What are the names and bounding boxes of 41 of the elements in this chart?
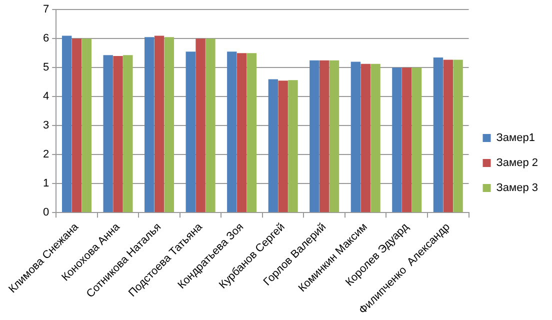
bar xyxy=(370,64,380,212)
bar xyxy=(82,38,92,212)
bar xyxy=(433,57,444,212)
bar xyxy=(154,36,164,212)
bar xyxy=(360,64,370,212)
y-tick-label: 6 xyxy=(42,32,50,45)
bar xyxy=(350,62,361,212)
bar xyxy=(319,60,330,212)
bar xyxy=(329,60,340,212)
bar xyxy=(227,52,237,212)
y-tick-label: 7 xyxy=(42,4,50,16)
bar xyxy=(103,55,113,212)
y-tick-label: 1 xyxy=(42,178,50,190)
bar xyxy=(113,56,123,212)
bar xyxy=(186,52,196,212)
bar xyxy=(72,38,82,212)
y-tick-label: 5 xyxy=(42,62,50,74)
bar xyxy=(62,36,72,212)
bar xyxy=(268,79,278,212)
bar xyxy=(196,38,206,212)
bar xyxy=(278,80,288,212)
bar xyxy=(246,53,257,212)
bar xyxy=(144,37,154,212)
legend-label: Замер1 xyxy=(496,132,535,144)
y-tick-label: 2 xyxy=(42,148,50,161)
bar xyxy=(310,60,320,212)
y-tick-label: 3 xyxy=(42,120,50,132)
bar xyxy=(412,68,422,212)
bar xyxy=(206,38,216,212)
bar xyxy=(288,80,298,212)
y-tick-label: 4 xyxy=(42,90,50,103)
bar xyxy=(236,53,247,212)
legend-label: Замер 2 xyxy=(496,157,538,170)
bar xyxy=(392,68,402,212)
y-tick-label: 0 xyxy=(42,206,50,219)
bar xyxy=(453,60,463,212)
bar xyxy=(443,60,453,212)
legend-label: Замер 3 xyxy=(496,182,538,194)
bar xyxy=(164,37,174,212)
bar xyxy=(123,55,133,212)
bar xyxy=(402,68,412,212)
